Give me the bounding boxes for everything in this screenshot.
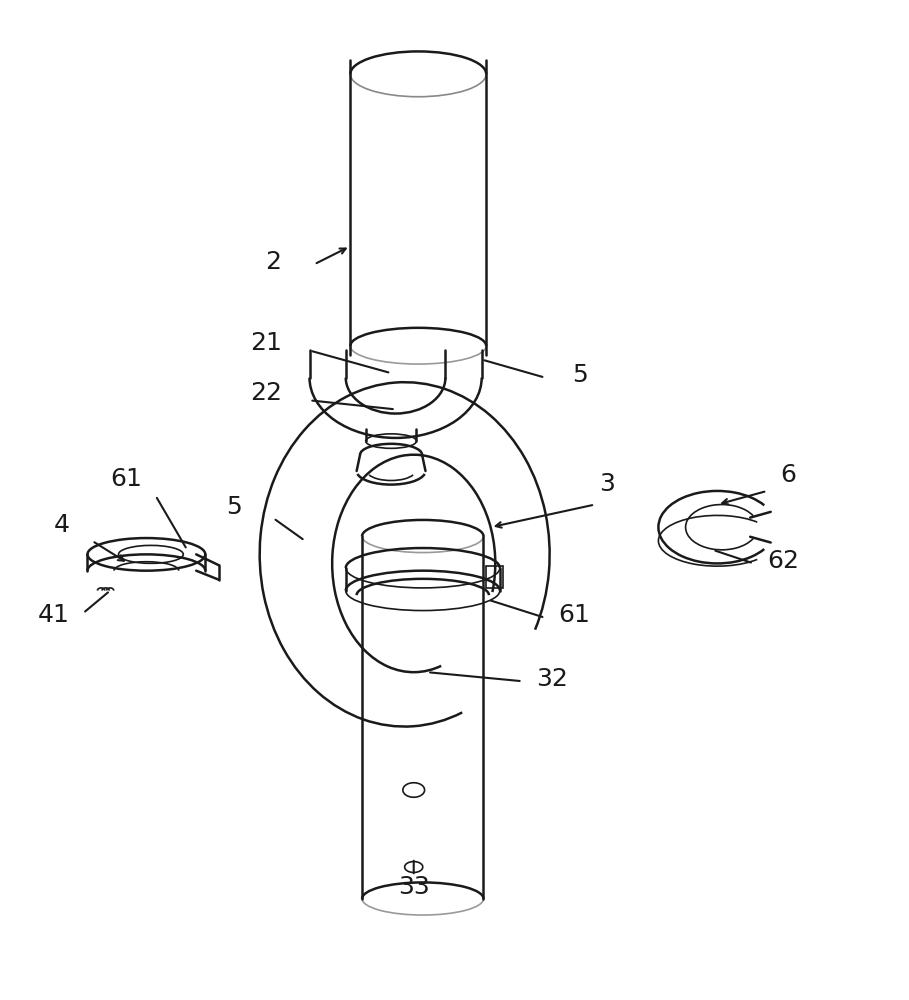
- Text: 6: 6: [781, 463, 797, 487]
- Text: 3: 3: [600, 472, 615, 496]
- Text: 4: 4: [54, 513, 69, 537]
- Text: 33: 33: [398, 875, 430, 899]
- Text: 5: 5: [225, 495, 242, 519]
- Text: 5: 5: [573, 363, 588, 387]
- Text: 2: 2: [265, 250, 281, 274]
- Text: 22: 22: [250, 381, 283, 405]
- Text: 21: 21: [251, 331, 283, 355]
- Text: 61: 61: [110, 467, 142, 491]
- Text: 41: 41: [37, 603, 69, 627]
- Text: 32: 32: [536, 667, 568, 691]
- Text: 61: 61: [559, 603, 591, 627]
- Text: 62: 62: [767, 549, 799, 573]
- Bar: [486, 566, 503, 588]
